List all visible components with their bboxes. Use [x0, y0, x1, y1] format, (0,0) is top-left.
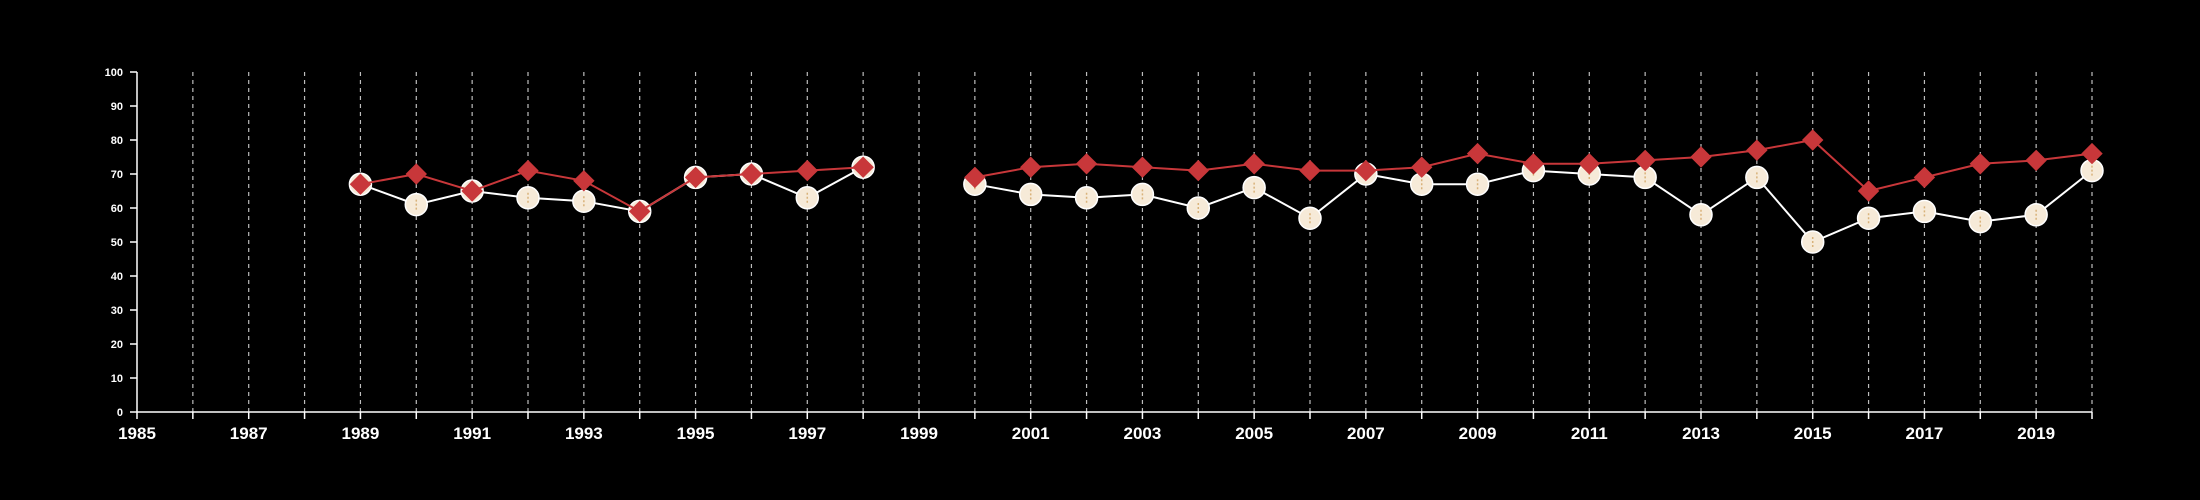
- x-tick-label: 2007: [1347, 424, 1385, 443]
- series: [348, 129, 2104, 254]
- data-point-diamond-2014: [1746, 139, 1768, 161]
- y-tick-label: 60: [111, 203, 123, 215]
- x-tick-label: 1997: [788, 424, 826, 443]
- x-tick-label: 2017: [1906, 424, 1944, 443]
- data-point-diamond-2003: [1131, 156, 1154, 178]
- series-diamond-line-segment-0: [360, 166, 864, 213]
- data-point-diamond-2010: [1522, 153, 1545, 175]
- x-tick-label: 1999: [900, 424, 938, 443]
- data-point-diamond-1989: [349, 173, 372, 195]
- series-circle-group: [348, 155, 2104, 254]
- y-tick-label: 50: [111, 237, 123, 249]
- x-tick-label: 2013: [1682, 424, 1720, 443]
- data-point-diamond-2016: [1857, 180, 1880, 202]
- data-point-diamond-1995: [684, 166, 707, 189]
- data-point-diamond-2011: [1578, 153, 1600, 175]
- y-tick-label: 10: [111, 373, 123, 385]
- y-tick-label: 100: [105, 67, 123, 79]
- data-point-diamond-1990: [405, 163, 427, 185]
- data-point-diamond-1994: [629, 200, 651, 223]
- data-point-diamond-2008: [1411, 156, 1433, 178]
- y-tick-label: 80: [111, 135, 123, 147]
- y-tick-label: 30: [111, 305, 123, 317]
- data-point-diamond-2006: [1299, 159, 1321, 182]
- x-tick-label: 2005: [1235, 424, 1273, 443]
- y-tick-label: 40: [111, 271, 123, 283]
- data-point-diamond-2007: [1355, 159, 1377, 182]
- data-point-diamond-2019: [2025, 149, 2047, 172]
- x-tick-label: 1993: [565, 424, 603, 443]
- data-point-diamond-2004: [1187, 159, 1209, 182]
- data-point-diamond-2015: [1802, 129, 1824, 151]
- x-tick-label: 2011: [1571, 424, 1608, 443]
- x-tick-label: 2015: [1794, 424, 1832, 443]
- data-point-diamond-2000: [964, 166, 986, 189]
- x-tick-label: 2009: [1459, 424, 1497, 443]
- data-point-diamond-1991: [461, 180, 483, 202]
- data-point-diamond-2009: [1466, 142, 1489, 165]
- data-point-diamond-1997: [796, 159, 818, 182]
- x-tick-label: 2001: [1012, 424, 1050, 443]
- data-point-diamond-2018: [1969, 153, 1991, 175]
- y-tick-label: 20: [111, 339, 123, 351]
- data-point-diamond-2001: [1020, 156, 1042, 178]
- x-tick-label: 1985: [118, 424, 156, 443]
- x-tick-label: 1989: [342, 424, 380, 443]
- x-tick-label: 2019: [2017, 424, 2055, 443]
- y-tick-label: 0: [117, 407, 123, 419]
- x-tick-label: 1991: [453, 424, 491, 443]
- data-point-diamond-2002: [1075, 153, 1098, 175]
- series-diamond-group: [349, 129, 2103, 223]
- grid: [192, 72, 2093, 412]
- y-tick-label: 70: [111, 169, 123, 181]
- data-point-diamond-1993: [573, 170, 595, 192]
- axes: 0 10 20 30 40 50 60 70 80 90 100 1985 1987 1989 1991 19…: [105, 67, 2093, 443]
- data-point-diamond-1992: [517, 159, 539, 182]
- y-tick-label: 90: [111, 101, 123, 113]
- x-tick-label: 1987: [230, 424, 268, 443]
- data-point-diamond-2012: [1634, 149, 1656, 172]
- x-tick-label: 1995: [677, 424, 715, 443]
- data-point-diamond-2013: [1690, 146, 1712, 168]
- data-point-diamond-1996: [740, 163, 763, 185]
- data-point-diamond-2017: [1913, 166, 1936, 189]
- x-tick-label: 2003: [1124, 424, 1162, 443]
- data-point-diamond-1998: [852, 156, 874, 178]
- data-point-diamond-2020: [2081, 142, 2103, 165]
- data-point-diamond-2005: [1243, 153, 1265, 175]
- series-circle-line-segment-0: [360, 166, 864, 213]
